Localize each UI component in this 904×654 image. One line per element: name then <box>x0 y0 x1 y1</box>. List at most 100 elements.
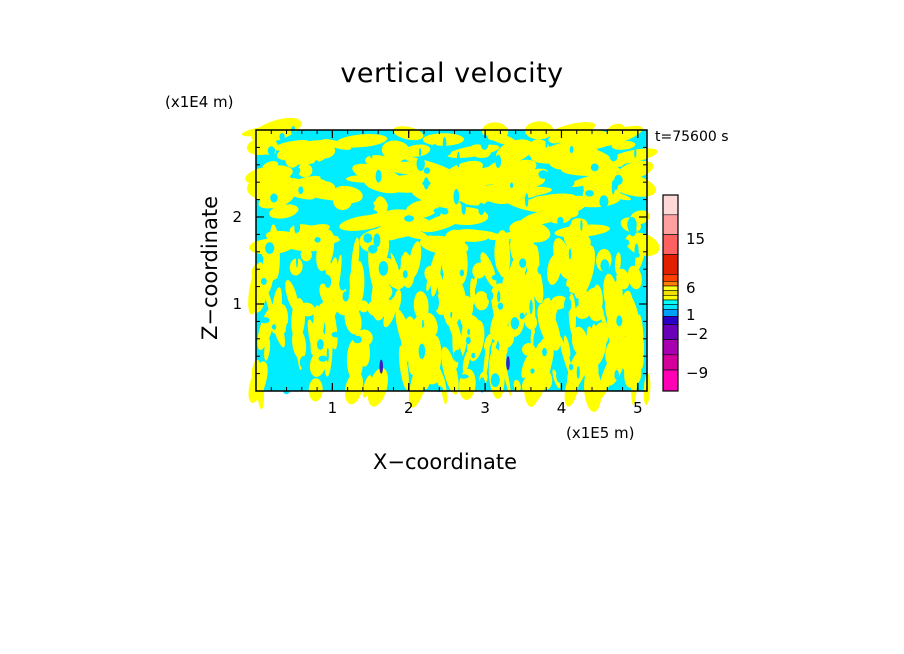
positive-patch <box>489 159 537 184</box>
positive-patch <box>374 196 388 216</box>
positive-patch <box>317 181 336 193</box>
y-tick-label: 1 <box>232 295 242 313</box>
colorbar-label: −2 <box>686 325 708 343</box>
negative-patch <box>453 349 463 363</box>
negative-patch <box>392 358 398 364</box>
positive-patch <box>460 193 488 206</box>
positive-patch <box>357 335 370 367</box>
negative-patch <box>402 270 408 279</box>
positive-patch <box>476 230 510 242</box>
colorbar-segment <box>662 304 679 310</box>
negative-patch <box>519 258 527 268</box>
positive-patch <box>405 332 414 362</box>
positive-patch <box>583 350 590 377</box>
positive-patch <box>354 212 390 228</box>
negative-patch <box>545 139 548 148</box>
negative-patch <box>344 157 354 166</box>
negative-patch <box>331 331 340 338</box>
positive-patch <box>552 369 561 389</box>
negative-patch <box>453 189 460 205</box>
negative-patch <box>378 261 389 276</box>
negative-patch <box>634 243 639 258</box>
negative-patch <box>433 294 440 311</box>
positive-patch <box>367 300 383 316</box>
colorbar-label: 6 <box>686 279 696 297</box>
colorbar-segment <box>662 285 679 291</box>
colorbar-label: 15 <box>686 230 705 248</box>
negative-patch <box>533 332 538 348</box>
positive-patch <box>413 291 429 321</box>
negative-patch <box>568 248 572 260</box>
negative-patch <box>519 312 525 320</box>
velocity-field <box>241 117 660 412</box>
colorbar-segment <box>662 273 679 282</box>
negative-patch <box>291 125 296 136</box>
negative-patch <box>299 356 308 369</box>
positive-patch <box>521 375 539 396</box>
positive-patch <box>297 163 313 178</box>
negative-patch <box>613 178 619 191</box>
negative-patch <box>271 324 277 330</box>
positive-patch <box>581 156 618 177</box>
negative-patch <box>334 174 337 182</box>
negative-patch <box>549 287 553 301</box>
negative-patch <box>479 377 486 393</box>
negative-patch <box>368 244 378 254</box>
colorbar-segment <box>662 369 679 392</box>
negative-patch <box>471 352 476 359</box>
negative-patch <box>418 148 422 157</box>
negative-patch <box>497 290 501 303</box>
negative-patch <box>510 182 514 189</box>
positive-patch <box>482 338 490 383</box>
positive-patch <box>351 237 360 282</box>
negative-patch <box>491 274 500 281</box>
negative-patch <box>365 202 375 211</box>
colorbar-segment <box>662 234 679 255</box>
positive-patch <box>608 148 658 165</box>
negative-patch <box>614 370 619 380</box>
colorbar-segment <box>662 214 679 235</box>
positive-patch <box>521 353 533 379</box>
downdraft-plume <box>506 356 510 371</box>
positive-patch <box>498 262 510 315</box>
negative-patch <box>622 239 630 247</box>
negative-patch <box>556 367 564 383</box>
positive-patch <box>522 342 536 356</box>
positive-patch <box>614 252 621 274</box>
positive-patch <box>531 195 579 218</box>
positive-patch <box>307 319 323 369</box>
positive-patch <box>396 226 429 240</box>
positive-patch <box>616 290 633 339</box>
negative-patch <box>564 297 572 313</box>
negative-patch <box>557 216 564 226</box>
positive-patch <box>320 333 332 353</box>
positive-patch <box>605 339 620 367</box>
positive-patch <box>499 326 515 348</box>
negative-patch <box>585 190 594 197</box>
positive-patch <box>599 160 627 170</box>
negative-patch <box>480 134 489 150</box>
x-unit-label: (x1E5 m) <box>566 424 635 442</box>
negative-patch <box>478 202 485 216</box>
positive-patch <box>456 258 465 272</box>
time-label: t=75600 s <box>655 129 729 145</box>
negative-patch <box>530 368 535 374</box>
positive-patch <box>362 375 372 398</box>
positive-patch <box>335 134 388 148</box>
positive-patch <box>269 224 280 280</box>
x-tick-label: 1 <box>328 399 338 417</box>
positive-patch <box>424 370 440 385</box>
positive-patch <box>420 211 465 233</box>
negative-patch <box>397 255 401 270</box>
positive-patch <box>445 246 460 259</box>
negative-patch <box>525 193 529 207</box>
positive-patch <box>257 307 275 351</box>
positive-patch <box>571 326 588 356</box>
positive-patch <box>308 378 323 402</box>
x-tick-label: 5 <box>633 399 643 417</box>
positive-patch <box>334 295 352 316</box>
colorbar-label: 1 <box>686 306 696 324</box>
negative-patch <box>295 211 304 217</box>
positive-patch <box>637 314 644 369</box>
